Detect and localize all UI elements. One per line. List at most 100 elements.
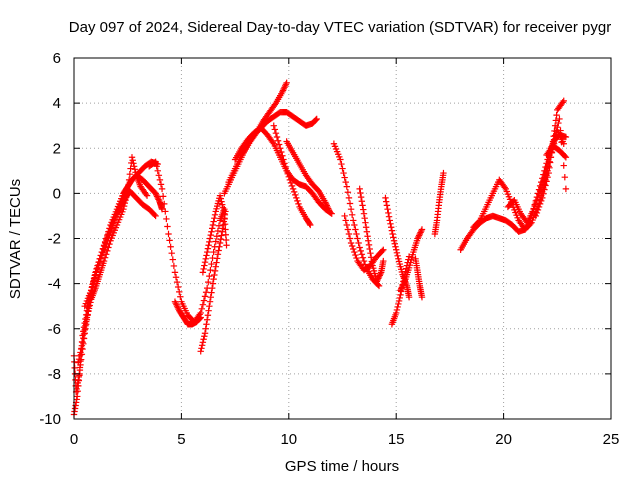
data-point bbox=[280, 85, 287, 93]
data-point bbox=[343, 221, 350, 229]
data-point bbox=[532, 199, 540, 207]
series-arc-19 bbox=[397, 226, 426, 294]
data-point bbox=[375, 275, 382, 282]
data-point bbox=[82, 318, 90, 325]
data-point bbox=[560, 97, 567, 105]
series-arc-04 bbox=[81, 172, 166, 310]
data-point bbox=[544, 174, 551, 181]
data-point bbox=[206, 298, 214, 305]
data-point bbox=[350, 217, 357, 224]
data-point bbox=[202, 255, 209, 263]
data-point bbox=[113, 210, 121, 217]
y-tick-label: -8 bbox=[48, 366, 61, 383]
data-point bbox=[85, 305, 93, 312]
data-point bbox=[211, 211, 219, 219]
data-point bbox=[278, 148, 285, 156]
data-point bbox=[560, 162, 567, 169]
data-point bbox=[340, 169, 347, 177]
data-point bbox=[375, 273, 383, 281]
data-point bbox=[154, 194, 161, 202]
data-point bbox=[169, 256, 177, 263]
data-point bbox=[360, 257, 368, 265]
data-point bbox=[313, 115, 320, 123]
data-point bbox=[200, 336, 207, 343]
data-point bbox=[361, 214, 368, 222]
data-point bbox=[204, 245, 212, 252]
data-point bbox=[325, 206, 333, 214]
data-point bbox=[100, 257, 108, 265]
data-point bbox=[418, 227, 425, 235]
data-point bbox=[219, 204, 227, 211]
data-point bbox=[75, 356, 83, 363]
data-point bbox=[166, 237, 173, 244]
x-axis-label: GPS time / hours bbox=[285, 458, 399, 475]
data-point bbox=[174, 304, 182, 311]
data-point bbox=[211, 271, 218, 279]
data-point bbox=[207, 231, 214, 239]
data-point bbox=[551, 127, 558, 135]
data-point bbox=[208, 228, 215, 235]
data-point bbox=[360, 206, 367, 213]
data-point bbox=[109, 222, 116, 229]
data-point bbox=[197, 348, 204, 355]
data-point bbox=[289, 185, 297, 193]
data-point bbox=[536, 187, 544, 195]
data-point bbox=[274, 137, 282, 144]
data-point bbox=[77, 349, 84, 356]
data-point bbox=[551, 122, 559, 129]
data-point bbox=[551, 132, 559, 139]
data-point bbox=[89, 283, 96, 290]
data-point bbox=[83, 314, 91, 321]
data-point bbox=[104, 237, 111, 244]
data-point bbox=[394, 252, 401, 259]
data-point bbox=[323, 202, 330, 209]
data-point bbox=[168, 249, 175, 257]
data-point bbox=[393, 246, 400, 253]
data-point bbox=[201, 333, 208, 340]
data-point bbox=[101, 254, 109, 261]
data-point bbox=[357, 189, 364, 197]
data-point bbox=[112, 213, 120, 220]
data-point bbox=[354, 235, 361, 242]
data-point bbox=[288, 182, 296, 190]
data-point bbox=[356, 185, 363, 193]
data-point bbox=[346, 235, 354, 242]
series-arc-23 bbox=[470, 127, 567, 233]
x-tick-label: 5 bbox=[177, 431, 185, 448]
data-point bbox=[206, 238, 213, 246]
data-point bbox=[561, 152, 569, 160]
data-point bbox=[359, 254, 367, 261]
data-point bbox=[440, 169, 447, 177]
data-point bbox=[533, 196, 541, 204]
data-point bbox=[415, 233, 422, 241]
data-point bbox=[552, 117, 560, 124]
data-point bbox=[269, 139, 276, 146]
data-point bbox=[215, 247, 222, 254]
axis-ticks: 0 5 10 15 20 25 -10 -8 -6 -4 -2 0 2 4 6 bbox=[39, 50, 619, 448]
data-point bbox=[534, 206, 542, 214]
data-point bbox=[161, 200, 168, 208]
data-point bbox=[322, 200, 330, 208]
data-point bbox=[115, 204, 123, 211]
y-tick-label: 6 bbox=[53, 50, 61, 67]
data-point bbox=[103, 251, 110, 258]
data-point bbox=[203, 321, 210, 328]
data-point bbox=[104, 247, 111, 255]
data-point bbox=[287, 179, 295, 187]
data-point bbox=[103, 240, 110, 247]
data-point bbox=[281, 160, 288, 167]
data-point bbox=[342, 217, 349, 224]
data-point bbox=[81, 326, 88, 334]
data-point bbox=[527, 220, 534, 228]
data-point bbox=[198, 342, 206, 349]
data-point bbox=[165, 230, 172, 238]
data-point bbox=[206, 272, 213, 280]
data-point bbox=[90, 279, 97, 287]
data-point bbox=[363, 228, 371, 235]
data-point bbox=[373, 278, 381, 285]
data-point bbox=[219, 201, 226, 208]
data-point bbox=[545, 158, 552, 165]
data-point bbox=[324, 205, 332, 212]
